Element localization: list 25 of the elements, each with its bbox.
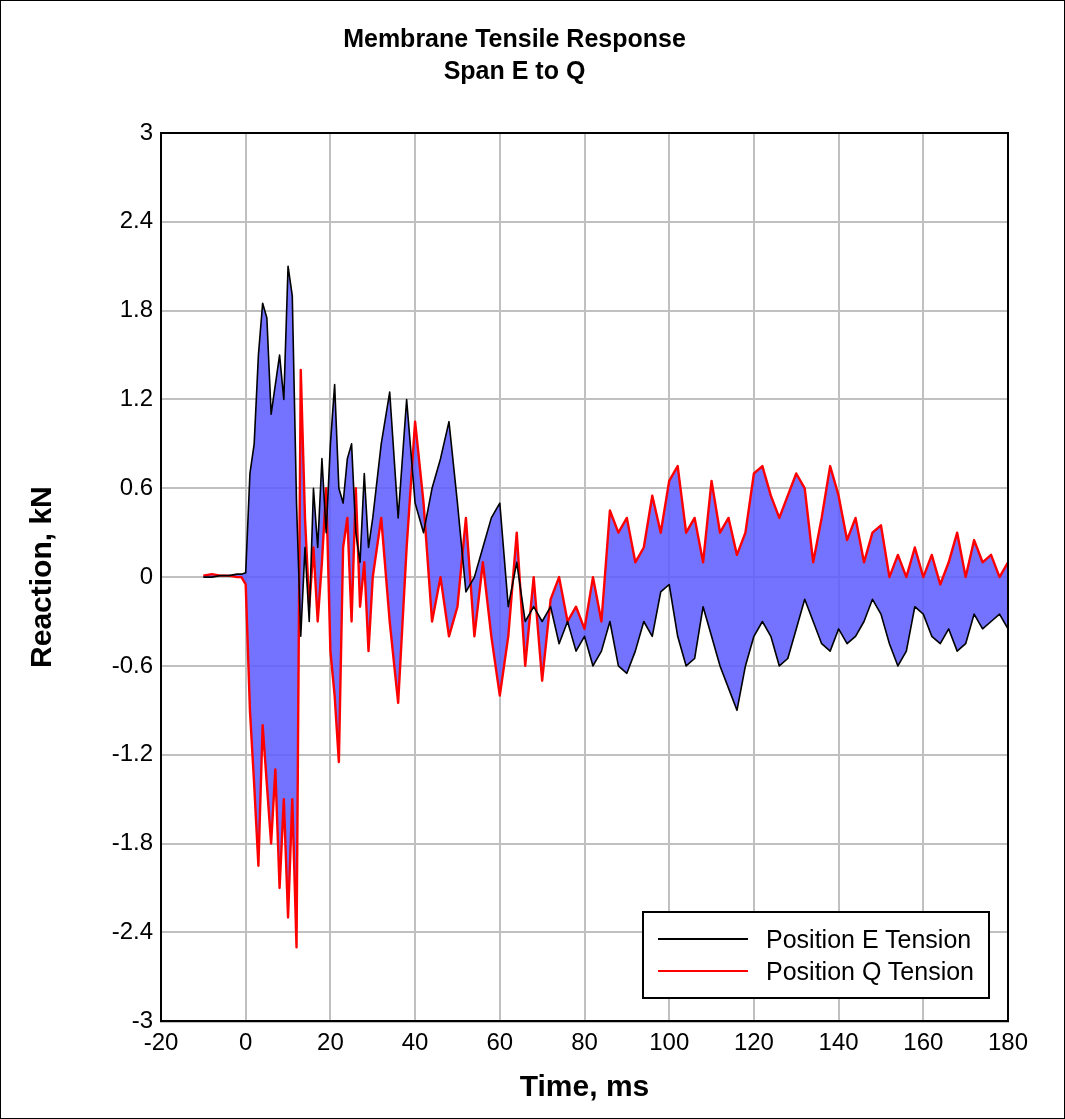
y-tick-label: -0.6 xyxy=(111,650,153,678)
y-tick-label: -1.2 xyxy=(111,739,153,767)
y-tick-label: -1.8 xyxy=(111,828,153,856)
legend-label: Position Q Tension xyxy=(766,956,974,986)
x-tick-label: 120 xyxy=(733,1028,774,1056)
x-tick-label: 160 xyxy=(903,1028,944,1056)
y-tick-label: 1.2 xyxy=(119,384,153,412)
x-tick-label: 0 xyxy=(239,1028,253,1056)
x-tick-label: 60 xyxy=(486,1028,514,1056)
chart-title: Membrane Tensile Response xyxy=(343,23,686,52)
y-tick-label: 0 xyxy=(139,561,153,589)
x-tick-label: 100 xyxy=(649,1028,690,1056)
y-tick-label: 0.6 xyxy=(119,472,153,500)
y-tick-label: -2.4 xyxy=(111,917,153,945)
y-axis-title: Reaction, kN xyxy=(24,486,58,668)
x-tick-label: 80 xyxy=(571,1028,598,1056)
x-tick-label: 20 xyxy=(317,1028,344,1056)
x-tick-label: 40 xyxy=(401,1028,429,1056)
x-tick-label: 140 xyxy=(818,1028,859,1056)
chart-subtitle: Span E to Q xyxy=(443,55,586,84)
y-tick-label: 3 xyxy=(139,117,153,145)
x-axis-title: Time, ms xyxy=(519,1069,650,1103)
x-tick-label: 180 xyxy=(987,1028,1029,1056)
y-tick-label: 2.4 xyxy=(119,206,153,234)
y-tick-label: 1.8 xyxy=(119,295,153,323)
